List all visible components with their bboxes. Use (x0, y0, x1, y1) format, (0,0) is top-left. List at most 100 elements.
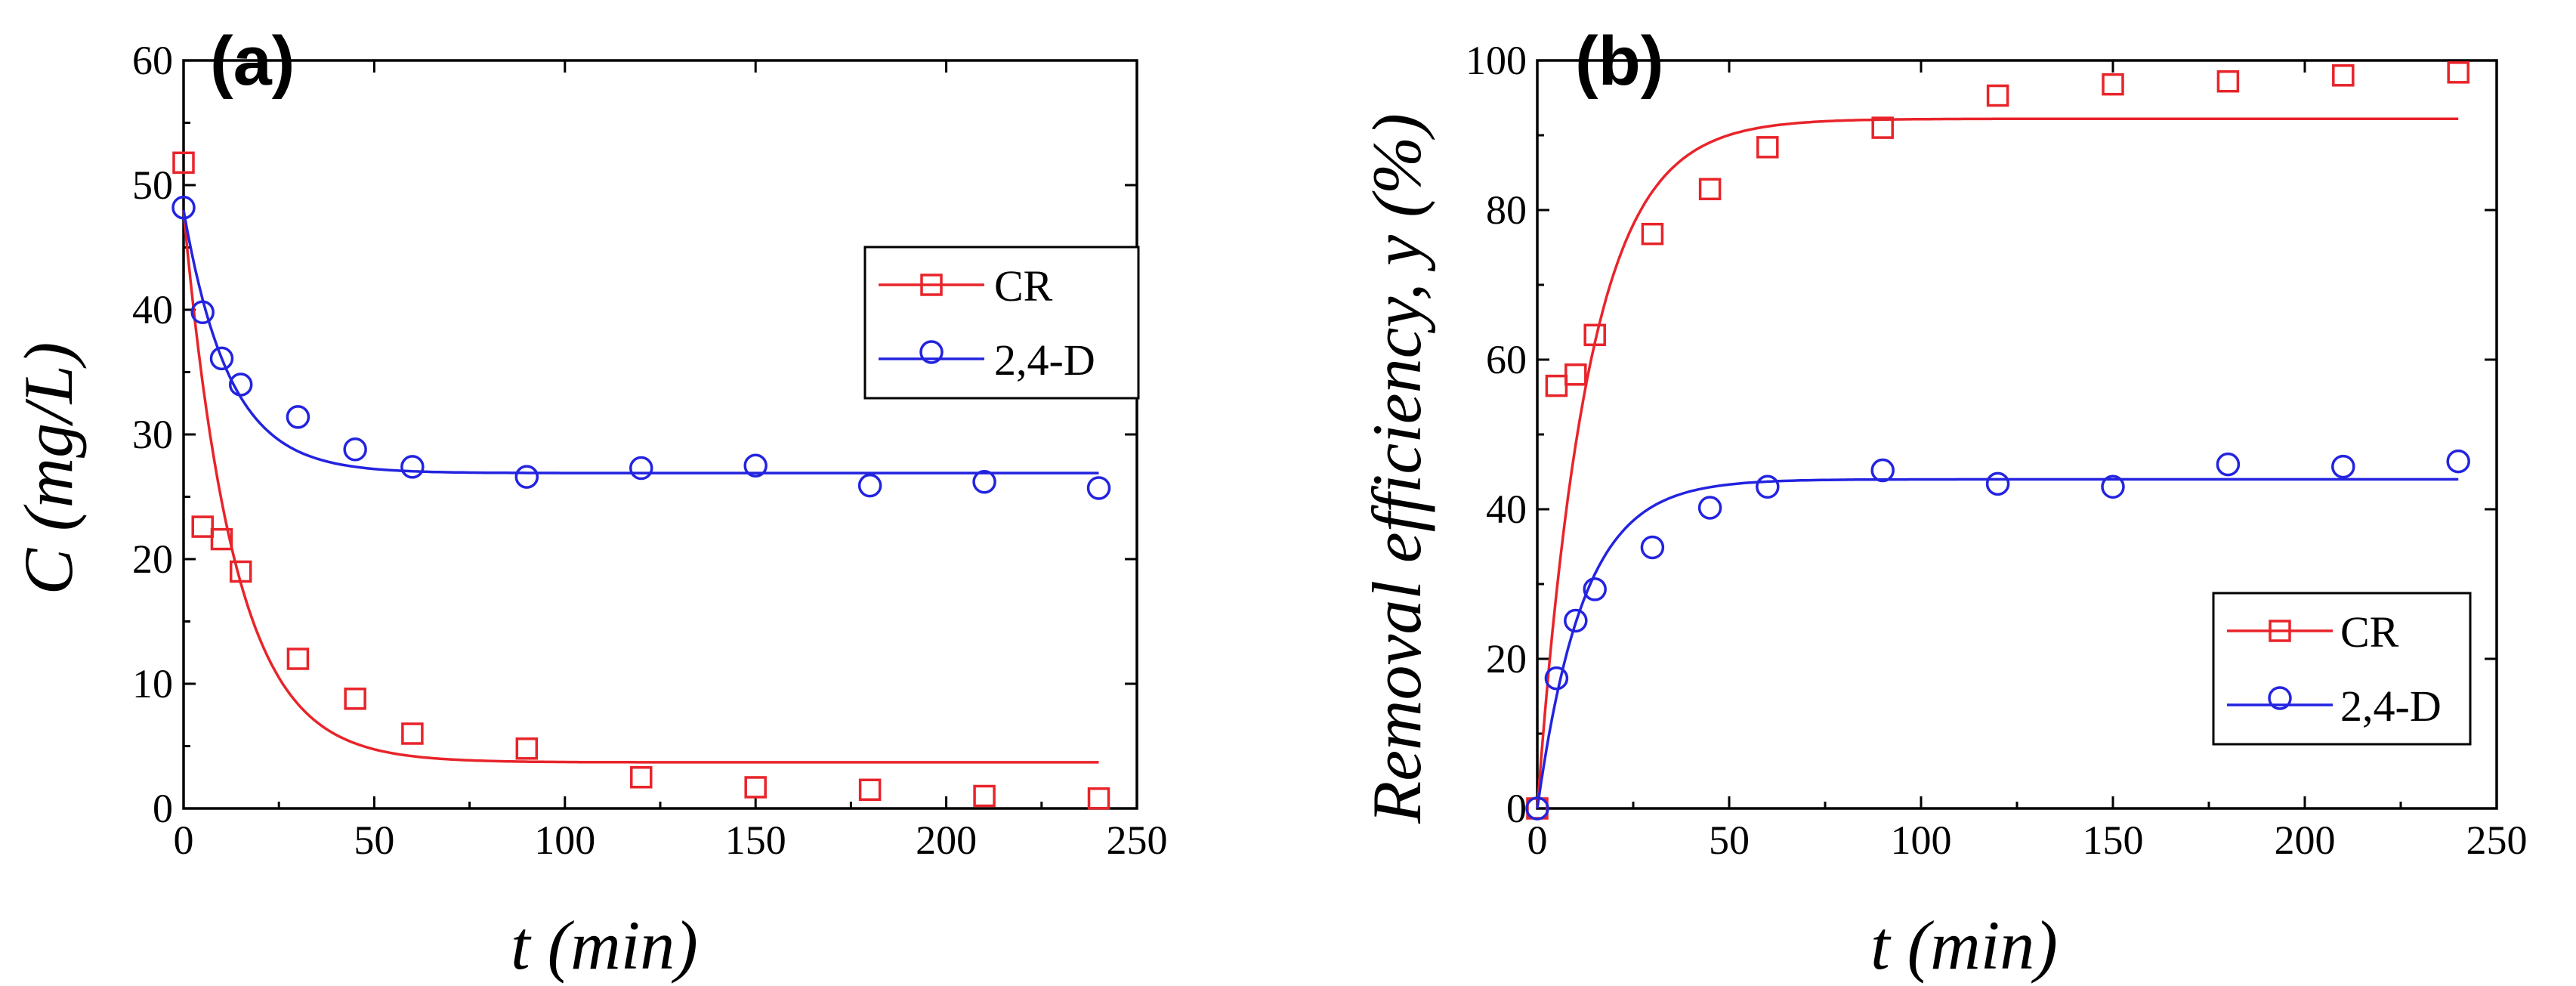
panel-a-fit-line-cr (182, 209, 1099, 764)
panel-a-y-tick-label: 10 (132, 661, 173, 706)
panel-a-point-d24 (228, 372, 253, 397)
panel-a-legend: CR 2,4-D (863, 246, 1140, 400)
panel-b-x-tick-label: 200 (2275, 818, 2336, 863)
panel-b-y-tick-label: 100 (1466, 38, 1527, 83)
panel-a-point-d24 (400, 455, 425, 479)
panel-b-point-d24 (1985, 471, 2010, 496)
panel-a-point-cr (744, 776, 767, 799)
panel-b-point-cr (1756, 136, 1779, 159)
panel-b-point-cr (1871, 116, 1894, 139)
panel-b-point-d24 (1640, 535, 1665, 560)
panel-b-point-cr (2216, 70, 2240, 93)
panel-a-y-tick-label: 30 (132, 412, 173, 457)
panel-a-legend-cr-label: CR (994, 261, 1053, 311)
panel-a-point-cr (344, 688, 366, 710)
panel-b-point-d24 (1697, 496, 1722, 520)
panel-a-point-d24 (286, 405, 310, 429)
panel-b-point-cr (2332, 64, 2355, 87)
panel-a-point-d24 (972, 469, 996, 494)
panel-a-x-tick-label: 50 (354, 818, 394, 863)
panel-b-point-cr (1564, 363, 1587, 386)
panel-b-series-d24 (1525, 449, 2470, 821)
panel-b-y-tick-label: 0 (1506, 786, 1527, 831)
panel-b-x-tick-label: 100 (1891, 818, 1952, 863)
panel-a-axes: 0 50 100 150 200 250 0 10 20 30 40 50 60 (132, 38, 1168, 863)
panel-a-y-tick-label: 20 (132, 536, 173, 582)
panel-b-y-tick-label: 60 (1486, 337, 1527, 382)
panel-a-legend-24d-marker (919, 340, 944, 364)
panel-a-x-tick-label: 100 (534, 818, 595, 863)
panel-a-plot-frame (182, 59, 1138, 810)
panel-b-point-d24 (2446, 449, 2470, 474)
panel-a-x-tick-label: 200 (916, 818, 977, 863)
panel-b-x-tick-label: 250 (2466, 818, 2528, 863)
panel-b-point-d24 (1525, 796, 1549, 821)
panel-b-legend-24d-marker (2268, 686, 2292, 710)
panel-b-point-d24 (2101, 474, 2125, 499)
panel-a-point-d24 (190, 300, 215, 325)
panel-a-series-cr (172, 151, 1110, 810)
panel-b-fit-line-d24 (1536, 478, 2459, 809)
panel-a: (a) t (min) C (mg/L) 0 50 100 150 200 2500102… (10, 23, 1168, 984)
panel-b-point-cr (2102, 73, 2124, 96)
panel-a-x-axis-title: t (min) (511, 907, 698, 984)
panel-b-point-d24 (2216, 452, 2241, 477)
panel-b-x-tick-label: 50 (1709, 818, 1750, 863)
panel-a-y-axis-title: C (mg/L) (10, 342, 87, 595)
panel-b-point-d24 (1870, 458, 1895, 483)
panel-b-y-tick-label: 80 (1486, 187, 1527, 233)
panel-a-point-cr (210, 527, 233, 551)
panel-a-point-cr (191, 515, 214, 538)
panel-a-point-cr (1087, 787, 1110, 810)
panel-b-point-cr (1641, 222, 1664, 246)
panel-b-point-d24 (1756, 474, 1780, 499)
panel-a-point-d24 (514, 465, 539, 489)
panel-a-point-cr (973, 784, 996, 808)
panel-a-y-tick-label: 40 (132, 287, 173, 332)
panel-a-point-cr (858, 778, 882, 801)
panel-b-point-cr (2447, 61, 2469, 84)
panel-b-axes: 0 50 100 150 200 250 0 20 40 60 80 100 (1466, 38, 2528, 863)
panel-b-point-d24 (1564, 608, 1588, 633)
panel-b-fit-line-cr (1536, 117, 2459, 809)
panel-b-legend-cr-label: CR (2340, 607, 2399, 657)
panel-a-point-d24 (857, 473, 882, 498)
panel-b-legend-24d-label: 2,4-D (2340, 682, 2442, 731)
panel-b-point-cr (1698, 178, 1722, 201)
panel-a-point-cr (515, 737, 539, 760)
panel-b-legend-box (2212, 592, 2472, 746)
panel-a-y-tick-label: 60 (132, 38, 173, 83)
panel-a-x-tick-label: 0 (174, 818, 194, 863)
panel-b-legend-cr-marker (2269, 620, 2291, 642)
panel-a-legend-cr-marker (920, 274, 943, 296)
panel-a-fit-line-d24 (182, 209, 1099, 474)
panel-a-y-tick-label: 50 (132, 162, 173, 208)
panel-b-x-axis-title: t (min) (1870, 907, 2058, 984)
panel-a-x-tick-label: 150 (725, 818, 786, 863)
panel-b-y-tick-label: 40 (1486, 487, 1527, 532)
panel-a-point-d24 (171, 195, 196, 220)
panel-b-point-cr (1986, 84, 2009, 107)
panel-b-x-tick-label: 150 (2083, 818, 2144, 863)
panel-a-point-d24 (743, 453, 768, 478)
panel-a-series-d24 (171, 195, 1111, 500)
panel-a-point-cr (172, 151, 195, 175)
panel-b-legend: CR 2,4-D (2212, 592, 2472, 746)
panel-b-y-tick-label: 20 (1486, 636, 1527, 682)
panel-a-point-cr (630, 766, 653, 789)
panel-a-point-cr (401, 722, 424, 745)
panel-a-point-d24 (209, 346, 234, 371)
panel-a-point-d24 (343, 437, 367, 462)
panel-a-legend-24d-label: 2,4-D (994, 335, 1095, 385)
panel-b-y-axis-title: Removal efficiency, y (%) (1358, 113, 1435, 824)
panel-b-point-d24 (2331, 454, 2355, 479)
panel-a-x-tick-label: 250 (1107, 818, 1168, 863)
panel-b-point-cr (1545, 374, 1568, 397)
panel-a-point-cr (286, 648, 310, 670)
panel-a-point-cr (229, 560, 252, 583)
panel-a-legend-box (863, 246, 1140, 400)
panel-a-point-d24 (1086, 476, 1111, 500)
panel-b-point-d24 (1544, 666, 1569, 691)
